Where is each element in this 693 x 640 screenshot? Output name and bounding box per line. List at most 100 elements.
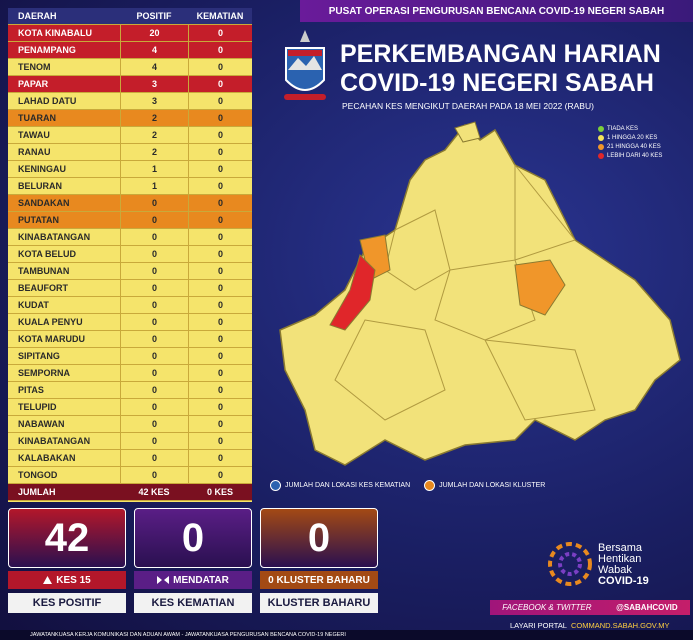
legend-label: LEBIH DARI 40 KES [607, 152, 663, 159]
count-cell: 0 [188, 382, 252, 399]
table-row: KUDAT 0 0 [8, 297, 252, 314]
total-cell: 0 KES [188, 484, 252, 501]
count-cell: 2 [120, 110, 188, 127]
count-cell: 0 [120, 280, 188, 297]
count-cell: 0 [120, 229, 188, 246]
district-cell: PITAS [8, 382, 120, 399]
count-cell: 0 [188, 76, 252, 93]
legend-label: 1 HINGGA 20 KES [607, 134, 658, 141]
table-row: BELURAN 1 0 [8, 178, 252, 195]
subtitle: PECAHAN KES MENGIKUT DAERAH PADA 18 MEI … [342, 101, 594, 111]
portal-label: LAYARI PORTAL [510, 621, 567, 630]
campaign-logo [548, 542, 592, 586]
count-cell: 4 [120, 42, 188, 59]
title: PERKEMBANGAN HARIAN COVID-19 NEGERI SABA… [340, 40, 661, 98]
map-legend: JUMLAH DAN LOKASI KES KEMATIAN JUMLAH DA… [270, 480, 545, 491]
count-cell: 3 [120, 93, 188, 110]
district-cell: TUARAN [8, 110, 120, 127]
district-cell: KINABATANGAN [8, 229, 120, 246]
table-row: KOTA KINABALU 20 0 [8, 25, 252, 42]
legend: TIADA KES 1 HINGGA 20 KES 21 HINGGA 40 KES… [598, 124, 662, 160]
district-cell: TELUPID [8, 399, 120, 416]
legend-item: LEBIH DARI 40 KES [598, 151, 662, 160]
district-cell: LAHAD DATU [8, 93, 120, 110]
count-cell: 0 [120, 399, 188, 416]
table-row: KOTA MARUDU 0 0 [8, 331, 252, 348]
card-change-text: MENDATAR [173, 574, 229, 586]
legend-item: TIADA KES [598, 124, 662, 133]
count-cell: 0 [188, 195, 252, 212]
column-header: POSITIF [120, 8, 188, 25]
count-cell: 0 [188, 399, 252, 416]
count-cell: 0 [120, 382, 188, 399]
logo [284, 30, 326, 100]
card-label: KES POSITIF [8, 593, 126, 613]
district-cell: PAPAR [8, 76, 120, 93]
card-label: KLUSTER BAHARU [260, 593, 378, 613]
district-cell: TONGOD [8, 467, 120, 484]
count-cell: 0 [188, 450, 252, 467]
table-row: KUALA PENYU 0 0 [8, 314, 252, 331]
legend-swatch [598, 143, 604, 150]
district-cell: TENOM [8, 59, 120, 76]
count-cell: 0 [188, 280, 252, 297]
count-cell: 0 [188, 93, 252, 110]
card-value: 42 [8, 508, 126, 568]
count-cell: 0 [188, 161, 252, 178]
table-row: KALABAKAN 0 0 [8, 450, 252, 467]
map-legend-item: JUMLAH DAN LOKASI KLUSTER [424, 480, 545, 491]
count-cell: 2 [120, 144, 188, 161]
table-row: KINABATANGAN 0 0 [8, 229, 252, 246]
count-cell: 0 [188, 212, 252, 229]
district-cell: PUTATAN [8, 212, 120, 229]
table-row: KENINGAU 1 0 [8, 161, 252, 178]
count-cell: 4 [120, 59, 188, 76]
count-cell: 0 [188, 314, 252, 331]
column-header: DAERAH [8, 8, 120, 25]
district-cell: KALABAKAN [8, 450, 120, 467]
count-cell: 0 [188, 25, 252, 42]
card-value: 0 [260, 508, 378, 568]
footer: JAWATANKUASA KERJA KOMUNIKASI DAN ADUAN … [0, 630, 693, 640]
legend-item: 21 HINGGA 40 KES [598, 142, 662, 151]
district-cell: SIPITANG [8, 348, 120, 365]
campaign-line: Wabak [598, 564, 632, 576]
stat-card: 0 0 KLUSTER BAHARU KLUSTER BAHARU [260, 508, 378, 614]
table-row: PAPAR 3 0 [8, 76, 252, 93]
count-cell: 0 [120, 212, 188, 229]
district-cell: PENAMPANG [8, 42, 120, 59]
campaign-line: Bersama [598, 542, 643, 554]
count-cell: 0 [188, 229, 252, 246]
table-row: TENOM 4 0 [8, 59, 252, 76]
count-cell: 0 [188, 331, 252, 348]
table-row: PENAMPANG 4 0 [8, 42, 252, 59]
count-cell: 0 [188, 433, 252, 450]
table-row: TAWAU 2 0 [8, 127, 252, 144]
table-row: SIPITANG 0 0 [8, 348, 252, 365]
district-cell: RANAU [8, 144, 120, 161]
district-cell: SEMPORNA [8, 365, 120, 382]
card-change-text: KES 15 [56, 574, 91, 586]
count-cell: 1 [120, 161, 188, 178]
count-cell: 0 [188, 416, 252, 433]
district-cell: KUALA PENYU [8, 314, 120, 331]
table-row: TELUPID 0 0 [8, 399, 252, 416]
district-cell: TAWAU [8, 127, 120, 144]
count-cell: 0 [120, 297, 188, 314]
card-change: KES 15 [8, 571, 126, 589]
portal: LAYARI PORTAL COMMAND.SABAH.GOV.MY [510, 621, 669, 630]
table: DAERAH POSITIF KEMATIAN KOTA KINABALU 20 0 PEN… [8, 8, 252, 502]
total-cell: 42 KES [120, 484, 188, 501]
campaign: Bersama Hentikan Wabak COVID-19 [598, 543, 649, 587]
count-cell: 0 [120, 195, 188, 212]
title-line: PERKEMBANGAN HARIAN [340, 40, 661, 68]
table-row: TAMBUNAN 0 0 [8, 263, 252, 280]
campaign-line: COVID-19 [598, 575, 649, 587]
count-cell: 0 [120, 314, 188, 331]
card-change-text: 0 KLUSTER BAHARU [268, 574, 370, 586]
district-cell: NABAWAN [8, 416, 120, 433]
count-cell: 0 [188, 467, 252, 484]
card-change: 0 KLUSTER BAHARU [260, 571, 378, 589]
count-cell: 0 [188, 127, 252, 144]
